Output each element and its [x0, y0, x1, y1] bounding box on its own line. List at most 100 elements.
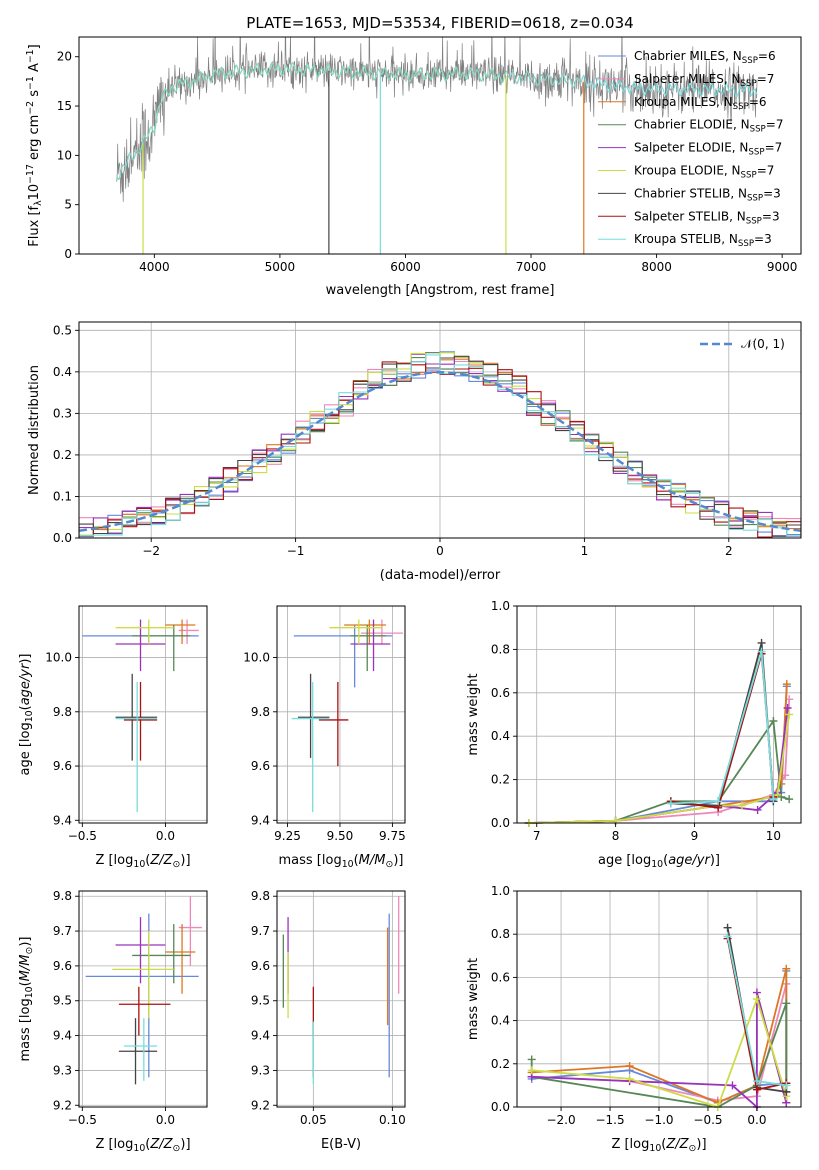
residual-panel: −2 −1 0 1 2 0.0 0.1 0.2 0.3 0.4 0.5 (data-model)/er… [27, 321, 802, 583]
x-tick-label: 9.75 [379, 829, 406, 843]
series-point-marker [723, 932, 732, 941]
legend-label: Kroupa MILES, NSSP=6 [634, 95, 767, 112]
y-tick-label: 9.6 [53, 959, 72, 973]
x-tick-label: 9000 [767, 260, 798, 274]
x-tick-label: −2.0 [546, 1113, 575, 1127]
y-tick-label: 10.0 [45, 651, 72, 665]
y-tick-label: 9.6 [251, 759, 270, 773]
y-tick-label: 20 [57, 50, 72, 64]
series-point-marker [752, 995, 761, 1003]
x-axis-label: Z [log10(Z/Z⊙)] [95, 853, 190, 870]
series-line-kroupa_elodie [528, 714, 791, 824]
label-segment: ( [661, 1137, 666, 1152]
label-segment: =7 [765, 141, 783, 155]
legend-label: Chabrier ELODIE, NSSP=7 [634, 118, 783, 135]
series-point-marker [527, 1066, 536, 1075]
label-segment: Salpeter STELIB, N [634, 209, 746, 223]
x-tick-label: 0.0 [156, 829, 175, 843]
model-spectrum-kroupa_stelib [116, 61, 758, 180]
x-tick-label: 9.50 [327, 829, 354, 843]
series-point-marker [769, 795, 778, 804]
y-tick-label: 0.4 [53, 365, 72, 379]
y-tick-label: 9.2 [53, 1098, 72, 1112]
x-tick-label: 0.10 [379, 1113, 406, 1127]
y-axis-label: mass [log10(M/M⊙)] [18, 937, 35, 1062]
label-segment: ( [354, 853, 359, 868]
x-axis-label: age [log10(age/yr)] [598, 853, 720, 870]
label-segment: SSP [750, 125, 766, 135]
y-tick-label: 0.0 [491, 816, 510, 830]
label-segment: )] [393, 853, 403, 868]
y-tick-label: 0.3 [53, 406, 72, 420]
label-segment: Chabrier STELIB, N [634, 186, 747, 200]
label-segment: 10 [133, 859, 145, 870]
label-segment: SSP [748, 148, 764, 158]
y-tick-label: 0.8 [491, 927, 510, 941]
label-segment: )] [180, 853, 190, 868]
y-tick-label: 0 [64, 247, 72, 261]
y-tick-label: 0.0 [53, 531, 72, 545]
label-segment: Flux [f [27, 205, 42, 246]
y-tick-label: 9.4 [53, 813, 72, 827]
axes-frame [276, 605, 406, 824]
y-tick-label: 9.6 [53, 759, 72, 773]
x-axis-label: E(B-V) [321, 1137, 361, 1152]
x-tick-label: 8000 [641, 260, 672, 274]
x-axis-label: Z [log10(Z/Z⊙)] [95, 1137, 190, 1154]
x-tick-label: 0.0 [156, 1113, 175, 1127]
x-tick-label: 7000 [516, 260, 547, 274]
label-segment: )] [696, 1137, 706, 1152]
label-segment: Chabrier ELODIE, N [634, 118, 750, 132]
label-segment: )] [710, 853, 720, 868]
label-segment: ( [145, 1137, 150, 1152]
label-segment: s [27, 90, 42, 101]
histogram-kroupa_stelib [79, 354, 801, 537]
label-segment: 10 [27, 184, 42, 201]
label-segment: mass [log [279, 853, 342, 868]
series-line-kroupa_miles [531, 968, 788, 1104]
series-point-marker [625, 1074, 634, 1083]
label-segment: ⊙ [173, 1143, 181, 1154]
label-segment: ⊙ [24, 947, 35, 955]
x-tick-label: −0.5 [68, 829, 97, 843]
label-segment: =3 [763, 186, 781, 200]
x-tick-label: 6000 [390, 260, 421, 274]
legend-label: Salpeter ELODIE, NSSP=7 [634, 141, 782, 158]
label-segment: Kroupa ELODIE, N [634, 164, 741, 178]
label-segment: =3 [754, 232, 772, 246]
x-axis-label: wavelength [Angstrom, rest frame] [326, 283, 555, 298]
series-point-marker [757, 638, 766, 647]
label-segment: ( [18, 705, 33, 710]
legend-label: Kroupa STELIB, NSSP=3 [634, 232, 772, 249]
y-tick-label: 9.7 [53, 924, 72, 938]
x-tick-label: −0.5 [693, 1113, 722, 1127]
x-axis-label: (data-model)/error [380, 568, 501, 583]
x-tick-label: 9.25 [274, 829, 301, 843]
label-segment: −2 [25, 101, 36, 115]
y-axis-label: mass weight [466, 673, 481, 755]
observed-spectrum [116, 37, 758, 202]
label-segment: −1 [25, 49, 36, 63]
y-tick-label: 9.5 [251, 994, 270, 1008]
label-segment: age [log [18, 722, 33, 775]
x-tick-label: 0.05 [300, 1113, 327, 1127]
label-segment: SSP [747, 193, 763, 203]
label-segment: ⊙ [689, 1143, 697, 1154]
label-segment: 10 [24, 710, 35, 722]
series-point-marker [785, 710, 794, 719]
series-point-marker [752, 1085, 761, 1094]
label-segment: age/yr [18, 662, 33, 705]
series-point-marker [752, 1077, 761, 1086]
y-tick-label: 10 [57, 148, 72, 162]
y-tick-label: 9.8 [53, 705, 72, 719]
label-segment: age/yr [668, 853, 711, 868]
x-tick-label: 10 [766, 829, 781, 843]
series-point-marker [785, 795, 794, 804]
series-point-marker [783, 703, 792, 712]
y-axis-label: age [log10(age/yr)] [18, 653, 35, 775]
y-tick-label: 9.8 [53, 889, 72, 903]
label-segment: Z/Z [149, 853, 173, 868]
x-tick-label: 1 [581, 544, 589, 558]
